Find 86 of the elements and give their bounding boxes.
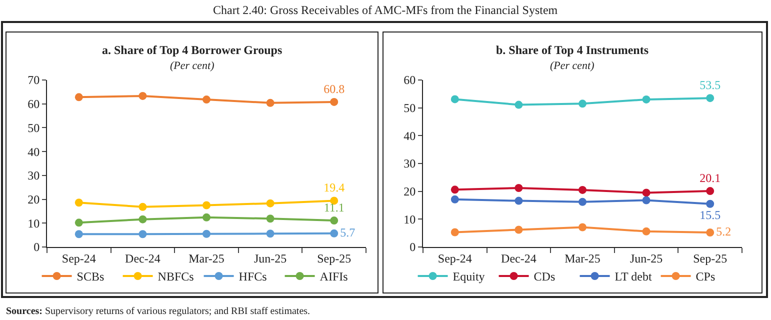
point	[706, 94, 714, 102]
data-label: 5.2	[716, 224, 732, 239]
x-tick-label: Sep-24	[62, 251, 96, 266]
point	[138, 202, 147, 211]
y-tick-label: 0	[34, 240, 40, 254]
data-label: 60.8	[324, 82, 345, 96]
point	[74, 198, 83, 207]
y-tick-label: 50	[404, 101, 416, 116]
point	[642, 95, 650, 104]
point	[138, 92, 147, 100]
legend-label: CPs	[696, 270, 716, 284]
y-tick-label: 40	[404, 128, 416, 143]
point	[514, 226, 523, 234]
point	[330, 216, 338, 225]
point	[706, 200, 714, 208]
point	[266, 214, 274, 223]
x-tick-label: Sep-25	[693, 251, 728, 266]
y-tick-label: 70	[28, 73, 40, 88]
caption: Chart 2.40: Gross Receivables of AMC-MFs from the Financial System	[213, 3, 558, 17]
y-tick-label: 10	[28, 216, 40, 230]
x-tick-label: Jun-25	[630, 251, 663, 266]
y-tick-label: 40	[28, 144, 40, 159]
x-tick-label: Dec-24	[501, 251, 536, 266]
legend-label: AIFIs	[320, 270, 348, 284]
y-tick-label: 10	[404, 212, 416, 226]
point	[202, 213, 210, 222]
point	[514, 196, 523, 205]
y-tick-label: 60	[404, 73, 416, 88]
point	[450, 95, 459, 104]
point	[450, 195, 459, 204]
point	[578, 198, 586, 206]
x-tick-label: Sep-24	[438, 251, 472, 266]
y-tick-label: 0	[410, 240, 416, 254]
data-label: 5.7	[340, 225, 356, 240]
legend-label: LT debt	[614, 270, 652, 284]
point	[266, 230, 274, 238]
point	[202, 201, 210, 210]
data-label: 20.1	[700, 171, 721, 186]
legend-label: NBFCs	[158, 270, 194, 284]
point	[578, 100, 586, 108]
point	[74, 230, 83, 238]
chart-subtitle: (Per cent)	[170, 60, 215, 72]
y-tick-label: 20	[28, 192, 40, 206]
point	[266, 199, 274, 208]
point	[74, 93, 83, 102]
point	[514, 100, 523, 109]
point	[642, 188, 650, 197]
data-label: 19.4	[324, 180, 345, 195]
point	[74, 218, 83, 227]
x-tick-label: Mar-25	[564, 251, 600, 266]
legend-label: CDs	[534, 270, 556, 284]
x-tick-label: Jun-25	[254, 251, 287, 266]
point	[578, 223, 586, 232]
data-label: 15.5	[700, 208, 721, 222]
chart-subtitle: (Per cent)	[550, 60, 595, 72]
y-tick-label: 50	[28, 120, 40, 135]
point	[450, 228, 459, 236]
y-tick-label: 30	[28, 168, 40, 183]
point	[202, 96, 210, 104]
point	[706, 187, 714, 196]
legend-label: SCBs	[76, 270, 104, 284]
legend-label: HFCs	[238, 270, 268, 284]
x-tick-label: Dec-24	[125, 251, 160, 266]
point	[330, 98, 338, 106]
y-tick-label: 20	[404, 184, 416, 199]
y-tick-label: 60	[28, 97, 40, 112]
chart-title: a. Share of Top 4 Borrower Groups	[102, 43, 282, 57]
point	[138, 230, 147, 238]
point	[450, 186, 459, 194]
data-label: 11.1	[324, 200, 344, 215]
legend-label: Equity	[452, 270, 485, 284]
point	[642, 227, 650, 236]
point	[514, 184, 523, 192]
source-note: Sources: Supervisory returns of various regulators; and RBI staff estimates.	[6, 306, 310, 317]
point	[266, 98, 274, 107]
point	[330, 229, 338, 238]
point	[642, 196, 650, 204]
x-tick-label: Mar-25	[188, 251, 224, 266]
point	[202, 230, 210, 238]
x-tick-label: Sep-25	[317, 251, 352, 266]
point	[706, 228, 714, 237]
y-tick-label: 30	[404, 156, 416, 171]
point	[138, 215, 147, 224]
point	[578, 186, 586, 194]
data-label: 53.5	[700, 78, 721, 92]
chart-title: b. Share of Top 4 Instruments	[496, 43, 649, 57]
